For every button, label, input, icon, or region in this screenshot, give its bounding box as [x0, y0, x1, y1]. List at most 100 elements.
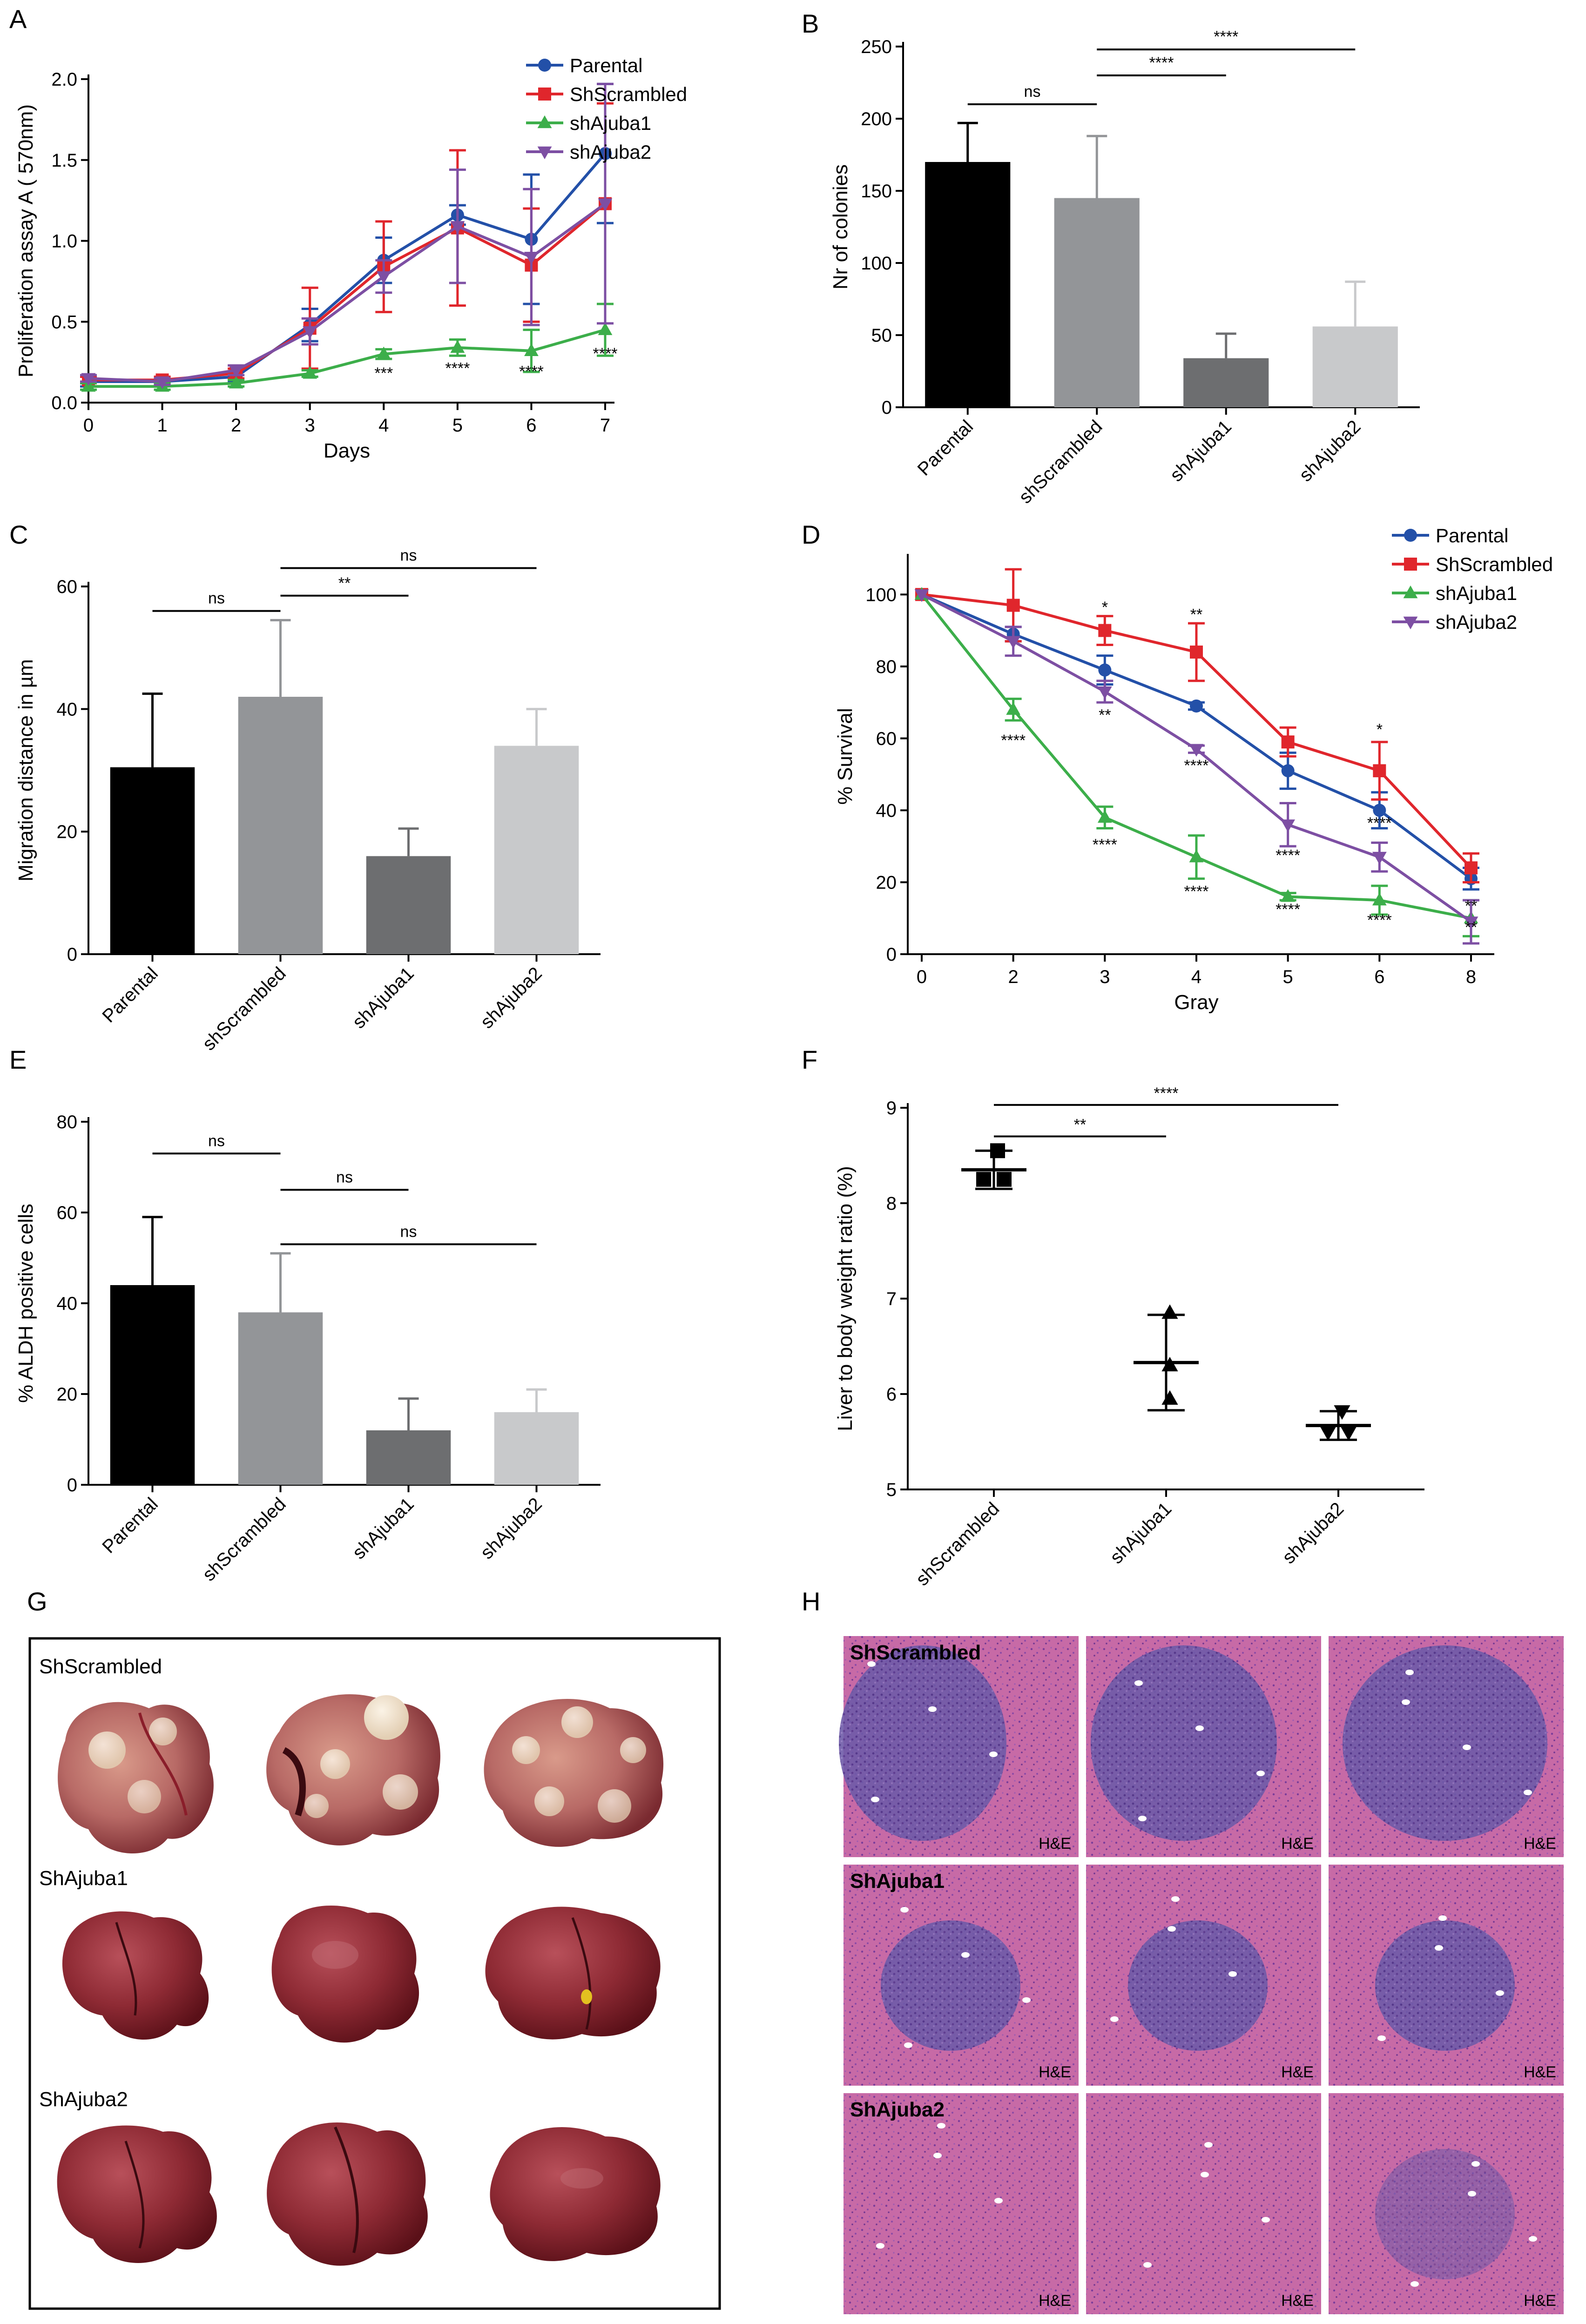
chart-c-significance-label: **: [338, 574, 351, 592]
chart-a-point-shajuba2: [229, 365, 243, 378]
liver-photo-scrambled-1: [58, 1702, 214, 1854]
liver-photo-ajuba2-1: [57, 2125, 217, 2263]
chart-a-significance: ***: [374, 364, 393, 382]
chart-d-point-parental: [1098, 663, 1112, 677]
chart-a-significance: ****: [593, 345, 618, 363]
chart-b-bar-shajuba2: [1312, 326, 1398, 407]
chart-a-legend-marker: [538, 59, 551, 72]
histology-vessel: [1256, 1771, 1265, 1776]
histology-vessel: [1471, 2161, 1480, 2167]
chart-d-significance: **: [1099, 707, 1111, 724]
chart-b-y-label: Nr of colonies: [829, 164, 852, 290]
chart-a-point-shajuba1: [450, 340, 465, 353]
chart-b-bar-shscrambled: [1054, 198, 1140, 407]
chart-c-bar-shajuba2: [494, 746, 579, 954]
chart-f-data-point: [1161, 1357, 1178, 1372]
chart-c-significance-label: ns: [400, 547, 417, 565]
chart-f-y-tick-label: 9: [886, 1098, 897, 1118]
histology-vessel: [989, 1751, 998, 1757]
chart-d-significance: **: [1465, 919, 1477, 936]
chart-d-legend-marker: [1404, 558, 1417, 571]
chart-d-legend-label: Parental: [1436, 525, 1508, 546]
chart-d-point-shajuba2: [1189, 744, 1204, 757]
chart-f-data-point: [976, 1172, 991, 1187]
histology-vessel: [961, 1952, 970, 1958]
chart-a-x-label: Days: [324, 439, 370, 462]
chart-d-legend-label: shAjuba1: [1436, 582, 1517, 604]
chart-a-x-tick-label: 6: [526, 415, 536, 436]
chart-e-significance-label: ns: [400, 1223, 417, 1240]
chart-d-point-shajuba1: [1006, 702, 1021, 715]
histology-vessel: [1134, 1680, 1143, 1686]
histology-vessel: [1435, 1945, 1443, 1951]
chart-a-x-tick-label: 3: [305, 415, 315, 436]
chart-d-point-shajuba2: [1006, 636, 1021, 649]
histology-stain-label: H&E: [1039, 2063, 1071, 2081]
chart-a-x-tick-label: 1: [157, 415, 167, 436]
chart-d-significance: ****: [1093, 836, 1117, 854]
chart-f-data-point: [990, 1143, 1005, 1159]
chart-a-legend-label: shAjuba2: [570, 141, 651, 163]
chart-d-point-shajuba1: [1189, 849, 1204, 862]
chart-b-category-label: shScrambled: [1015, 416, 1106, 507]
histology-stain-label: H&E: [1524, 2292, 1556, 2310]
chart-d-x-label: Gray: [1174, 991, 1218, 1014]
chart-a-significance: ****: [445, 359, 470, 377]
chart-d-significance: ****: [1367, 815, 1392, 832]
chart-d-legend-label: ShScrambled: [1436, 553, 1553, 575]
histology-stain-label: H&E: [1281, 1835, 1314, 1852]
chart-d-point-shajuba1: [1097, 810, 1112, 823]
histology-vessel: [994, 2198, 1003, 2203]
chart-f-y-tick-label: 6: [886, 1384, 897, 1405]
chart-b-significance-label: ****: [1149, 54, 1174, 72]
chart-c-category-label: shScrambled: [199, 963, 290, 1054]
chart-d-x-tick-label: 6: [1374, 967, 1384, 987]
chart-b-bar-parental: [925, 162, 1011, 407]
chart-a-legend-marker: [537, 115, 552, 128]
chart-d-point-shscrambled: [1373, 764, 1386, 777]
chart-b-significance-label: ****: [1214, 28, 1238, 46]
chart-a-point-shajuba1: [598, 322, 613, 335]
panel-letter-c: C: [9, 520, 28, 549]
chart-c-y-tick-label: 40: [57, 699, 78, 720]
chart-e-y-tick-label: 60: [57, 1203, 78, 1223]
histology-vessel: [1168, 1926, 1176, 1932]
chart-f-y-tick-label: 7: [886, 1289, 897, 1309]
liver-photo-ajuba2-2: [267, 2122, 428, 2266]
chart-d-x-tick-label: 5: [1283, 967, 1293, 987]
histology-vessel: [1377, 2035, 1386, 2041]
histology-vessel: [1110, 2016, 1119, 2022]
chart-d-significance: **: [1465, 897, 1477, 915]
histology-vessel: [928, 1706, 937, 1712]
chart-e-y-label: % ALDH positive cells: [14, 1204, 37, 1403]
chart-b-y-tick-label: 50: [871, 325, 892, 346]
chart-a-point-shajuba1: [229, 376, 243, 389]
histology-vessel: [1402, 1699, 1410, 1705]
histology-vessel: [1405, 1670, 1414, 1675]
chart-f-data-point: [1334, 1405, 1350, 1420]
chart-a-legend-marker: [538, 88, 551, 101]
chart-a-legend-marker: [537, 146, 552, 160]
histology-vessel: [1468, 2191, 1476, 2196]
chart-f-category-label: shAjuba2: [1278, 1498, 1348, 1568]
chart-d-point-shajuba1: [1372, 892, 1387, 906]
histology-tile-background: [844, 2093, 1079, 2314]
chart-d-point-shajuba2: [914, 589, 929, 602]
histology-row-label: ShScrambled: [850, 1641, 981, 1664]
chart-d-y-tick-label: 20: [876, 872, 897, 893]
chart-a-y-tick-label: 0.0: [51, 393, 77, 413]
histology-vessel: [900, 1907, 909, 1913]
histology-vessel: [1411, 2281, 1419, 2287]
chart-a-point-shajuba1: [376, 346, 391, 359]
chart-a-point-shajuba2: [303, 326, 317, 339]
histology-tumor-region: [881, 1920, 1020, 2051]
histology-row-label: ShAjuba1: [850, 1870, 945, 1893]
chart-d-significance: ****: [1276, 847, 1300, 864]
chart-e-category-label: shAjuba2: [477, 1494, 546, 1563]
histology-tile-background: [1086, 2093, 1321, 2314]
chart-b-y-tick-label: 250: [861, 37, 892, 57]
chart-c-category-label: shAjuba1: [349, 963, 418, 1032]
panel-letter-b: B: [802, 9, 819, 38]
panel-letter-g: G: [27, 1587, 47, 1616]
chart-a-point-shajuba2: [450, 221, 465, 234]
